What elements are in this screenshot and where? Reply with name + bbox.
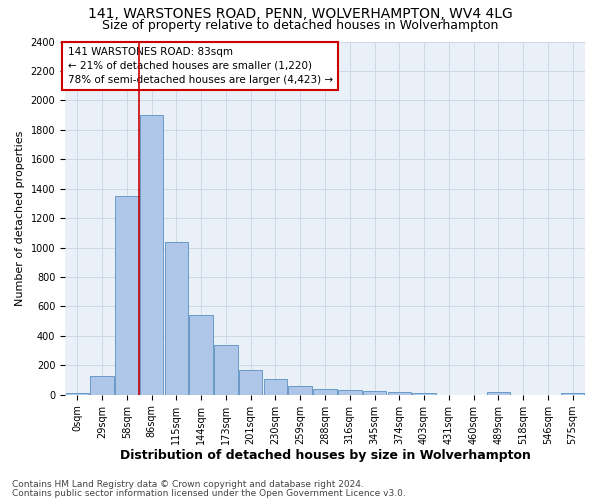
Bar bbox=[363, 391, 386, 394]
Y-axis label: Number of detached properties: Number of detached properties bbox=[15, 130, 25, 306]
Bar bbox=[338, 390, 362, 394]
Bar bbox=[487, 392, 510, 394]
Text: 141, WARSTONES ROAD, PENN, WOLVERHAMPTON, WV4 4LG: 141, WARSTONES ROAD, PENN, WOLVERHAMPTON… bbox=[88, 8, 512, 22]
Bar bbox=[313, 389, 337, 394]
Text: Size of property relative to detached houses in Wolverhampton: Size of property relative to detached ho… bbox=[102, 18, 498, 32]
Bar bbox=[190, 314, 213, 394]
Bar bbox=[164, 242, 188, 394]
Text: Contains public sector information licensed under the Open Government Licence v3: Contains public sector information licen… bbox=[12, 488, 406, 498]
X-axis label: Distribution of detached houses by size in Wolverhampton: Distribution of detached houses by size … bbox=[119, 450, 530, 462]
Text: Contains HM Land Registry data © Crown copyright and database right 2024.: Contains HM Land Registry data © Crown c… bbox=[12, 480, 364, 489]
Bar bbox=[140, 115, 163, 394]
Bar bbox=[412, 392, 436, 394]
Bar bbox=[239, 370, 262, 394]
Bar bbox=[91, 376, 114, 394]
Bar bbox=[115, 196, 139, 394]
Bar bbox=[264, 378, 287, 394]
Bar bbox=[388, 392, 411, 394]
Bar bbox=[289, 386, 312, 394]
Bar bbox=[214, 346, 238, 395]
Text: 141 WARSTONES ROAD: 83sqm
← 21% of detached houses are smaller (1,220)
78% of se: 141 WARSTONES ROAD: 83sqm ← 21% of detac… bbox=[68, 47, 333, 85]
